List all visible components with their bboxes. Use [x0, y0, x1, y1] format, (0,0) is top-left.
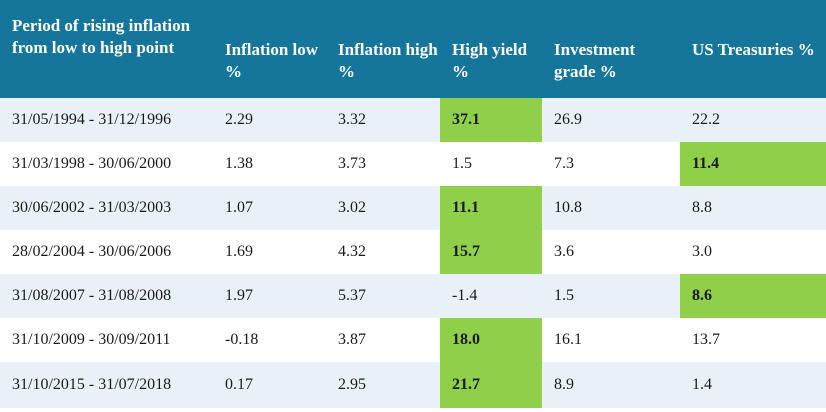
- cell-inflation-high: 3.73: [326, 142, 440, 186]
- cell-period: 31/08/2007 - 31/08/2008: [0, 274, 213, 318]
- cell-us-treasuries-highlighted: 8.6: [680, 274, 826, 318]
- table-row: 28/02/2004 - 30/06/2006 1.69 4.32 15.7 3…: [0, 230, 826, 274]
- cell-inflation-low: 1.97: [213, 274, 326, 318]
- cell-investment-grade: 8.9: [542, 362, 680, 408]
- cell-inflation-high: 2.95: [326, 362, 440, 408]
- cell-inflation-high: 5.37: [326, 274, 440, 318]
- cell-high-yield-highlighted: 11.1: [440, 186, 542, 230]
- header-row: Period of rising inflation from low to h…: [0, 0, 826, 98]
- cell-high-yield: 1.5: [440, 142, 542, 186]
- table-row: 31/10/2015 - 31/07/2018 0.17 2.95 21.7 8…: [0, 362, 826, 408]
- cell-period: 31/10/2009 - 30/09/2011: [0, 318, 213, 362]
- cell-inflation-high: 3.32: [326, 98, 440, 142]
- cell-inflation-low: 1.07: [213, 186, 326, 230]
- cell-period: 31/05/1994 - 31/12/1996: [0, 98, 213, 142]
- cell-us-treasuries: 8.8: [680, 186, 826, 230]
- cell-high-yield-highlighted: 37.1: [440, 98, 542, 142]
- header-period: Period of rising inflation from low to h…: [0, 0, 213, 98]
- cell-us-treasuries: 1.4: [680, 362, 826, 408]
- header-us-treasuries: US Treasuries %: [680, 0, 826, 98]
- cell-investment-grade: 7.3: [542, 142, 680, 186]
- cell-us-treasuries-highlighted: 11.4: [680, 142, 826, 186]
- cell-inflation-high: 3.87: [326, 318, 440, 362]
- cell-inflation-low: 2.29: [213, 98, 326, 142]
- cell-period: 30/06/2002 - 31/03/2003: [0, 186, 213, 230]
- cell-inflation-low: 1.38: [213, 142, 326, 186]
- cell-us-treasuries: 22.2: [680, 98, 826, 142]
- header-inflation-high: Inflation high %: [326, 0, 440, 98]
- cell-period: 31/10/2015 - 31/07/2018: [0, 362, 213, 408]
- table-row: 31/08/2007 - 31/08/2008 1.97 5.37 -1.4 1…: [0, 274, 826, 318]
- cell-inflation-low: 1.69: [213, 230, 326, 274]
- table-row: 30/06/2002 - 31/03/2003 1.07 3.02 11.1 1…: [0, 186, 826, 230]
- cell-inflation-low: 0.17: [213, 362, 326, 408]
- table-row: 31/10/2009 - 30/09/2011 -0.18 3.87 18.0 …: [0, 318, 826, 362]
- table-row: 31/05/1994 - 31/12/1996 2.29 3.32 37.1 2…: [0, 98, 826, 142]
- header-high-yield: High yield %: [440, 0, 542, 98]
- header-investment-grade: Investment grade %: [542, 0, 680, 98]
- cell-period: 31/03/1998 - 30/06/2000: [0, 142, 213, 186]
- cell-high-yield: -1.4: [440, 274, 542, 318]
- cell-investment-grade: 3.6: [542, 230, 680, 274]
- cell-high-yield-highlighted: 21.7: [440, 362, 542, 408]
- table-row: 31/03/1998 - 30/06/2000 1.38 3.73 1.5 7.…: [0, 142, 826, 186]
- cell-investment-grade: 26.9: [542, 98, 680, 142]
- cell-high-yield-highlighted: 15.7: [440, 230, 542, 274]
- cell-investment-grade: 1.5: [542, 274, 680, 318]
- cell-investment-grade: 16.1: [542, 318, 680, 362]
- cell-investment-grade: 10.8: [542, 186, 680, 230]
- cell-inflation-low: -0.18: [213, 318, 326, 362]
- cell-inflation-high: 3.02: [326, 186, 440, 230]
- cell-high-yield-highlighted: 18.0: [440, 318, 542, 362]
- cell-inflation-high: 4.32: [326, 230, 440, 274]
- cell-us-treasuries: 3.0: [680, 230, 826, 274]
- header-inflation-low: Inflation low %: [213, 0, 326, 98]
- cell-us-treasuries: 13.7: [680, 318, 826, 362]
- cell-period: 28/02/2004 - 30/06/2006: [0, 230, 213, 274]
